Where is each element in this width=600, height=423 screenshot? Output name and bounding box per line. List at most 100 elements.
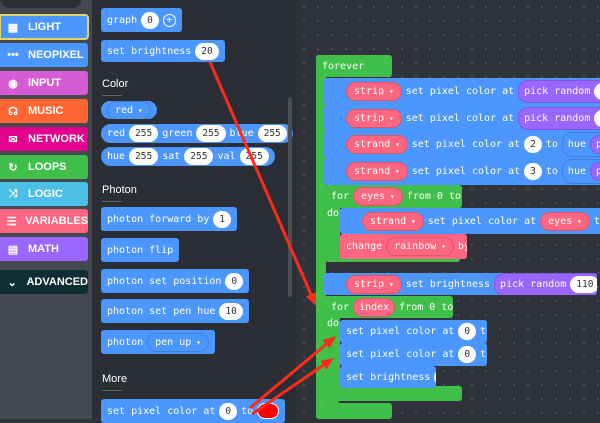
chevron-down-icon: ⌄ <box>7 276 17 289</box>
category-neopixel[interactable]: ••• NEOPIXEL <box>0 43 88 67</box>
block-text: set pixel color at <box>346 349 455 360</box>
category-label: NEOPIXEL <box>28 49 84 61</box>
number-input[interactable]: 3 <box>524 163 542 180</box>
flyout-block-setpixel[interactable]: set pixel color at 0 to <box>101 399 286 423</box>
dropdown[interactable]: strip <box>346 108 402 128</box>
block-text: graph <box>107 14 138 26</box>
category-sidebar: ▦ LIGHT ••• NEOPIXEL ◉ INPUT ☊ MUSIC ✉ NETWORK ↻ LO… <box>0 0 92 419</box>
number-input[interactable]: 255 <box>239 148 269 165</box>
number-input[interactable]: 255 <box>129 148 159 165</box>
reporter-block[interactable]: pick random110to200 <box>494 273 597 295</box>
number-input[interactable]: 255 <box>184 148 214 165</box>
target-icon: ◉ <box>8 77 18 90</box>
number-input[interactable]: 1 <box>213 210 232 228</box>
workspace-block-foreyes[interactable]: foreyesfrom 0 to1 <box>325 185 462 208</box>
category-network[interactable]: ✉ NETWORK <box>0 127 88 151</box>
category-advanced[interactable]: ⌄ ADVANCED <box>0 270 88 294</box>
number-input[interactable]: 2 <box>524 136 542 153</box>
block-text: set pixel color at <box>405 112 515 124</box>
category-variables[interactable]: ☰ VARIABLES <box>0 209 88 233</box>
category-logic[interactable]: ⤨ LOGIC <box>0 182 88 206</box>
number-input[interactable]: 20 <box>195 42 219 60</box>
flyout-block-penhue[interactable]: photon set pen hue 10 <box>101 299 249 323</box>
number-input[interactable]: 110 <box>570 275 597 293</box>
workspace-block-change[interactable]: changerainbowby1 <box>340 234 467 259</box>
number-input[interactable]: 255 <box>257 125 287 142</box>
flyout-block-forward[interactable]: photon forward by 1 <box>101 207 238 231</box>
color-swatch[interactable] <box>257 403 280 419</box>
block-text: photon forward by <box>107 213 210 225</box>
dropdown[interactable]: pen up <box>147 332 209 352</box>
dropdown[interactable]: strip <box>346 82 402 101</box>
dropdown[interactable]: rainbow <box>386 237 454 256</box>
flyout-scrollbar[interactable] <box>288 97 292 297</box>
flyout-block-penup[interactable]: photon pen up <box>101 330 215 354</box>
reporter-block[interactable]: hue pick random <box>561 132 600 157</box>
workspace-block-do2[interactable]: do <box>325 318 340 334</box>
block-text: green <box>162 128 193 139</box>
flyout-block-graph[interactable]: graph 0 + <box>101 8 182 32</box>
number-input[interactable]: 0 <box>458 346 477 363</box>
category-label: NETWORK <box>28 133 85 145</box>
search-box[interactable] <box>0 0 82 8</box>
dropdown[interactable]: eyes <box>540 211 590 231</box>
block-text: sat <box>162 151 181 162</box>
flyout-block-flip[interactable]: photon flip <box>101 238 180 262</box>
reporter-block[interactable]: pick random0to20 <box>518 106 600 130</box>
flyout-block-position[interactable]: photon set position 0 <box>101 269 250 293</box>
reporter-block[interactable]: pick random <box>589 135 600 154</box>
for-index-bottom <box>325 386 462 401</box>
workspace-block-forever[interactable]: forever <box>316 55 392 77</box>
flyout-block-brightness[interactable]: set brightness 20 <box>101 40 225 62</box>
number-input[interactable]: 0 <box>219 402 238 420</box>
dropdown[interactable]: strand <box>362 211 424 231</box>
dropdown[interactable]: strip <box>346 274 402 294</box>
number-input[interactable]: 255 <box>129 125 159 142</box>
block-text: photon set pen hue <box>107 305 216 317</box>
number-input[interactable]: 10 <box>219 302 243 320</box>
flyout-block-hsv[interactable]: hue 255 sat 255 val 255 <box>101 147 275 166</box>
block-text: set pixel color at <box>346 326 455 337</box>
number-input[interactable]: 255 <box>196 125 226 142</box>
number-input[interactable]: 0 <box>594 109 600 127</box>
category-music[interactable]: ☊ MUSIC <box>0 99 88 123</box>
block-text: do <box>327 208 340 219</box>
number-input[interactable]: 0 <box>594 83 600 100</box>
category-input[interactable]: ◉ INPUT <box>0 71 88 95</box>
dropdown[interactable]: strand <box>346 162 408 181</box>
dropdown[interactable]: eyes <box>353 187 403 206</box>
plus-icon[interactable]: + <box>162 13 176 27</box>
block-text: forever <box>322 60 365 72</box>
category-light[interactable]: ▦ LIGHT <box>0 14 89 40</box>
number-input[interactable]: 0 <box>141 11 159 29</box>
reporter-block[interactable]: pick random0to20 <box>518 80 600 103</box>
reporter-block[interactable]: index <box>353 297 396 317</box>
workspace-block-row5[interactable]: strandset pixel color ateyestohuer <box>340 208 600 234</box>
number-input[interactable]: 0 <box>458 323 477 340</box>
number-input[interactable]: 0 <box>225 272 244 290</box>
dots-icon: ••• <box>7 49 19 61</box>
flyout-block-rgb[interactable]: red 255 green 255 blue 255 <box>101 124 293 143</box>
workspace-block-do1[interactable]: do <box>325 208 340 226</box>
number-input[interactable]: 20 <box>434 368 436 386</box>
block-text: set brightness <box>405 278 491 290</box>
dropdown[interactable]: strand <box>346 135 408 154</box>
category-label: MATH <box>28 243 59 255</box>
reporter-block[interactable]: pick random <box>589 162 600 181</box>
reporter-block[interactable]: hue pick random <box>561 159 600 184</box>
grid-icon: ▦ <box>7 21 19 34</box>
dropdown[interactable]: red <box>107 101 151 119</box>
category-math[interactable]: ▤ MATH <box>0 237 88 261</box>
flyout-block-red[interactable]: red <box>101 101 157 119</box>
category-loops[interactable]: ↻ LOOPS <box>0 155 88 179</box>
